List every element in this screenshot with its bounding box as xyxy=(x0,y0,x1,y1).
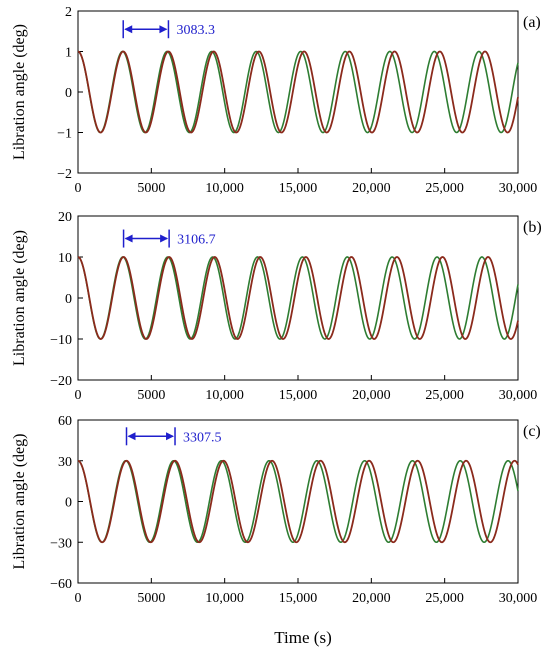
period-annotation: 3307.5 xyxy=(125,427,222,446)
annotation-label: 3307.5 xyxy=(183,430,222,445)
panel-label: (c) xyxy=(523,423,541,440)
plot-frame xyxy=(77,419,519,584)
x-tick-label: 20,000 xyxy=(352,591,391,606)
x-tick-label: 30,000 xyxy=(499,181,538,196)
x-tick-label: 15,000 xyxy=(279,591,318,606)
annotation-label: 3083.3 xyxy=(176,23,215,38)
x-tick-label: 30,000 xyxy=(499,591,538,606)
y-tick-label: 0 xyxy=(65,292,72,307)
x-tick-label: 30,000 xyxy=(499,388,538,403)
chart-panel-3: −60 −30 0 30 60 0 5000 10,000 15,000 20,000 25,000… xyxy=(11,414,541,606)
x-axis-label: Time (s) xyxy=(274,628,331,647)
x-tick-label: 25,000 xyxy=(425,591,464,606)
y-tick-label: −2 xyxy=(57,167,72,182)
y-tick-label: −20 xyxy=(50,374,72,389)
y-tick-label: 0 xyxy=(65,86,72,101)
series-line-secondary xyxy=(77,256,519,340)
plot-frame xyxy=(77,10,519,174)
series-line xyxy=(77,459,519,544)
series-line xyxy=(77,50,519,134)
annotation-arrowhead-right xyxy=(166,432,175,441)
x-tick-label: 5000 xyxy=(137,388,165,403)
x-tick-label: 20,000 xyxy=(352,181,391,196)
x-tick-label: 5000 xyxy=(137,591,165,606)
x-tick-label: 15,000 xyxy=(279,388,318,403)
x-tick-label: 0 xyxy=(75,181,82,196)
x-tick-label: 10,000 xyxy=(205,591,244,606)
annotation-arrowhead-right xyxy=(159,25,168,34)
chart-panel-1: −2 −1 0 1 2 0 5000 10,000 15,000 20,000 25,000 30,0… xyxy=(11,5,541,196)
annotation-label: 3106.7 xyxy=(177,233,216,248)
plot-frame xyxy=(77,215,519,381)
series-line xyxy=(77,256,519,340)
annotation-arrowhead-left xyxy=(124,234,133,243)
annotation-arrowhead-left xyxy=(127,432,136,441)
y-tick-label: 20 xyxy=(58,210,72,225)
y-tick-label: −60 xyxy=(50,577,72,592)
chart-panel-2: −20 −10 0 10 20 0 5000 10,000 15,000 20,000 25,000… xyxy=(11,210,542,403)
y-tick-label: −30 xyxy=(50,536,72,551)
series-line-secondary xyxy=(77,50,519,134)
y-tick-label: 0 xyxy=(65,496,72,511)
y-tick-label: 30 xyxy=(58,455,72,470)
period-annotation: 3106.7 xyxy=(122,229,216,248)
y-axis-label: Libration angle (deg) xyxy=(11,434,28,570)
x-tick-label: 10,000 xyxy=(205,181,244,196)
x-tick-label: 0 xyxy=(75,388,82,403)
y-tick-label: 2 xyxy=(65,5,72,20)
panel-label: (b) xyxy=(523,219,542,236)
x-tick-label: 25,000 xyxy=(425,388,464,403)
y-tick-label: −1 xyxy=(57,127,72,142)
period-annotation: 3083.3 xyxy=(122,20,215,39)
y-tick-label: −10 xyxy=(50,333,72,348)
y-tick-label: 60 xyxy=(58,414,72,429)
y-axis-label: Libration angle (deg) xyxy=(11,24,28,160)
annotation-arrowhead-left xyxy=(124,25,133,34)
x-tick-label: 20,000 xyxy=(352,388,391,403)
panel-label: (a) xyxy=(523,14,541,31)
x-tick-label: 5000 xyxy=(137,181,165,196)
x-tick-label: 15,000 xyxy=(279,181,318,196)
x-tick-label: 0 xyxy=(75,591,82,606)
y-tick-label: 10 xyxy=(58,251,72,266)
y-axis-label: Libration angle (deg) xyxy=(11,230,28,366)
annotation-arrowhead-right xyxy=(160,234,169,243)
y-tick-label: 1 xyxy=(65,46,72,61)
x-tick-label: 25,000 xyxy=(425,181,464,196)
x-tick-label: 10,000 xyxy=(205,388,244,403)
